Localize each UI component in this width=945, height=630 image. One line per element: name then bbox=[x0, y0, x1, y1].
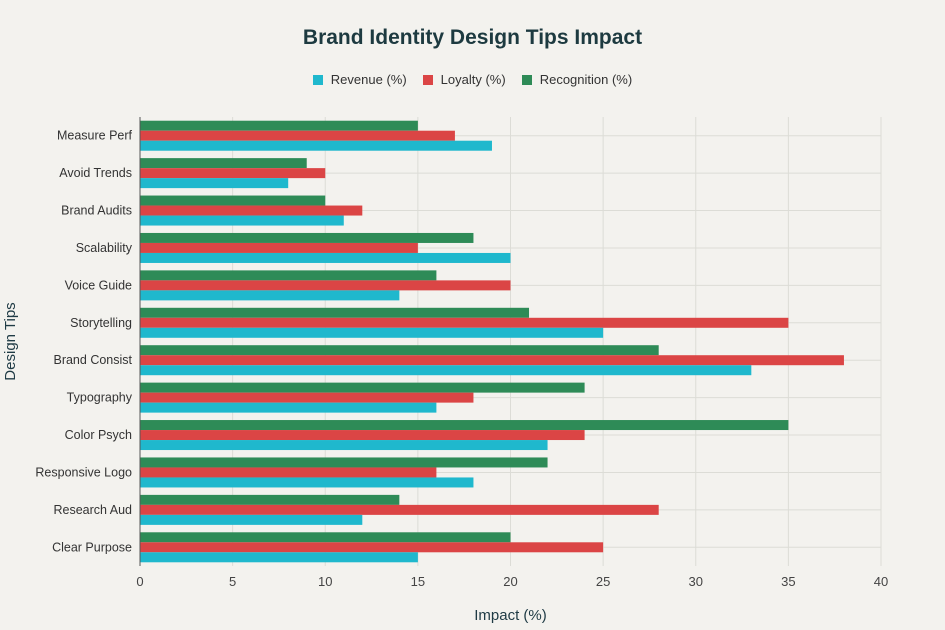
bar-recognition bbox=[140, 494, 400, 505]
bar-revenue bbox=[140, 290, 400, 301]
x-tick-label: 30 bbox=[689, 574, 703, 589]
bar-recognition bbox=[140, 420, 789, 431]
bar-recognition bbox=[140, 120, 418, 131]
y-tick-label: Clear Purpose bbox=[52, 540, 132, 554]
bar-revenue bbox=[140, 140, 492, 151]
y-tick-label: Color Psych bbox=[65, 428, 132, 442]
bar-loyalty bbox=[140, 168, 326, 179]
x-tick-label: 25 bbox=[596, 574, 610, 589]
legend-label: Recognition (%) bbox=[539, 72, 633, 87]
bar-revenue bbox=[140, 514, 363, 525]
bar-revenue bbox=[140, 477, 474, 488]
y-tick-label: Storytelling bbox=[70, 316, 132, 330]
bar-revenue bbox=[140, 402, 437, 413]
bar-recognition bbox=[140, 195, 326, 206]
legend-swatch bbox=[521, 74, 532, 85]
bar-recognition bbox=[140, 457, 548, 468]
legend-item-revenue[interactable]: Revenue (%) bbox=[312, 72, 407, 87]
bar-revenue bbox=[140, 365, 752, 376]
y-tick-label: Voice Guide bbox=[65, 278, 132, 292]
bar-loyalty bbox=[140, 467, 437, 478]
x-tick-label: 20 bbox=[503, 574, 517, 589]
bar-loyalty bbox=[140, 392, 474, 403]
y-tick-label: Avoid Trends bbox=[59, 166, 132, 180]
bar-loyalty bbox=[140, 504, 659, 515]
bar-revenue bbox=[140, 215, 344, 226]
bar-recognition bbox=[140, 232, 474, 243]
x-tick-label: 35 bbox=[781, 574, 795, 589]
x-tick-label: 15 bbox=[411, 574, 425, 589]
bar-revenue bbox=[140, 552, 418, 563]
legend-item-loyalty[interactable]: Loyalty (%) bbox=[422, 72, 506, 87]
x-tick-label: 10 bbox=[318, 574, 332, 589]
chart-title: Brand Identity Design Tips Impact bbox=[302, 26, 643, 49]
bar-loyalty bbox=[140, 355, 844, 366]
bar-recognition bbox=[140, 532, 511, 543]
y-tick-label: Scalability bbox=[76, 241, 133, 255]
bar-loyalty bbox=[140, 317, 789, 328]
legend-swatch bbox=[422, 74, 433, 85]
bar-revenue bbox=[140, 440, 548, 451]
bar-recognition bbox=[140, 270, 437, 281]
bar-loyalty bbox=[140, 242, 418, 253]
y-axis-title: Design Tips bbox=[2, 302, 19, 380]
y-tick-label: Brand Audits bbox=[61, 204, 132, 218]
bar-loyalty bbox=[140, 542, 604, 553]
x-axis-title: Impact (%) bbox=[474, 607, 547, 624]
y-tick-label: Measure Perf bbox=[57, 129, 133, 143]
bar-revenue bbox=[140, 252, 511, 263]
legend-swatch bbox=[312, 74, 323, 85]
bar-recognition bbox=[140, 345, 659, 356]
x-tick-label: 40 bbox=[874, 574, 888, 589]
bar-recognition bbox=[140, 382, 585, 393]
bar-recognition bbox=[140, 158, 307, 169]
legend-label: Loyalty (%) bbox=[440, 72, 506, 87]
legend: Revenue (%) Loyalty (%) Recognition (%) bbox=[0, 72, 945, 87]
x-tick-label: 5 bbox=[229, 574, 236, 589]
y-tick-label: Research Aud bbox=[53, 503, 132, 517]
bar-recognition bbox=[140, 307, 530, 318]
bar-revenue bbox=[140, 178, 289, 189]
y-tick-label: Brand Consist bbox=[53, 353, 132, 367]
bar-loyalty bbox=[140, 280, 511, 291]
x-tick-label: 0 bbox=[136, 574, 143, 589]
y-tick-label: Typography bbox=[67, 391, 133, 405]
legend-item-recognition[interactable]: Recognition (%) bbox=[521, 72, 633, 87]
bar-loyalty bbox=[140, 130, 455, 141]
y-tick-label: Responsive Logo bbox=[35, 465, 132, 479]
bar-loyalty bbox=[140, 205, 363, 216]
legend-label: Revenue (%) bbox=[330, 72, 407, 87]
bar-loyalty bbox=[140, 430, 585, 441]
bar-revenue bbox=[140, 327, 604, 338]
